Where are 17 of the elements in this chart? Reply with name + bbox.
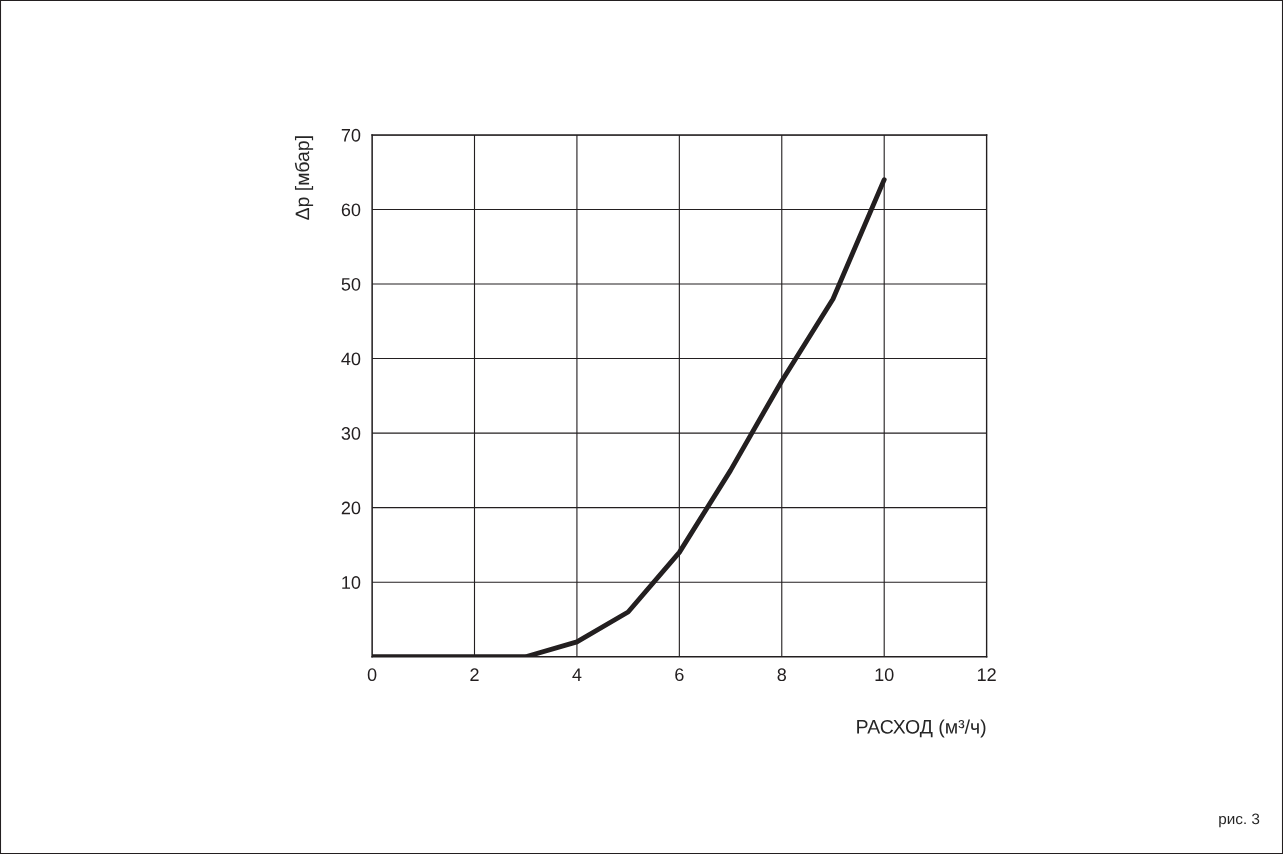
x-tick-label: 2 bbox=[470, 668, 479, 681]
x-tick-label: 6 bbox=[675, 668, 684, 682]
x-tick-label: 0 bbox=[367, 668, 377, 682]
x-tick-label: 10 bbox=[875, 668, 894, 682]
y-axis-title: Δp [мбар] bbox=[294, 136, 314, 220]
x-tick-label: 4 bbox=[572, 668, 582, 681]
x-axis-title: РАСХОД (м³/ч) bbox=[857, 719, 986, 738]
x-tick-label: 8 bbox=[777, 668, 787, 682]
x-tick-label: 12 bbox=[977, 668, 996, 681]
text: рис. 3 bbox=[1219, 813, 1260, 828]
y-tick-label: 10 bbox=[342, 576, 361, 589]
y-tick-label: 50 bbox=[341, 277, 361, 291]
y-tick-label: 40 bbox=[341, 352, 361, 366]
y-tick-label: 70 bbox=[341, 128, 361, 142]
y-tick-label: 60 bbox=[341, 203, 361, 217]
y-tick-label: 30 bbox=[341, 427, 361, 440]
y-tick-label: 20 bbox=[341, 501, 361, 515]
